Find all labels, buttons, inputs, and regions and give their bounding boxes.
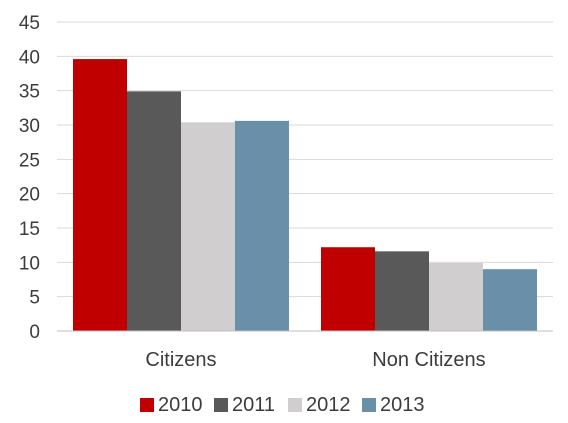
bar-2012-citizens	[181, 122, 235, 332]
bar-2010-non-citizens	[321, 247, 375, 331]
bar-2011-citizens	[127, 91, 181, 331]
legend-swatch	[288, 398, 302, 412]
y-tick-label: 5	[29, 288, 40, 309]
legend-swatch	[140, 398, 154, 412]
legend: 2010 2011 2012 2013	[140, 394, 425, 416]
y-tick-label: 25	[19, 150, 40, 171]
y-axis-tick-labels: 0 5 10 15 20 25 30 35 40 45	[19, 13, 40, 343]
legend-label: 2013	[380, 394, 425, 416]
bar-2013-citizens	[235, 120, 289, 331]
bar-2013-non-citizens	[483, 269, 537, 331]
y-tick-label: 45	[19, 13, 40, 34]
y-tick-label: 40	[19, 47, 40, 68]
legend-label: 2010	[158, 394, 203, 416]
y-tick-label: 35	[19, 82, 40, 103]
category-labels: Citizens Non Citizens	[145, 349, 485, 371]
y-tick-label: 15	[19, 219, 40, 240]
bar-2012-non-citizens	[429, 263, 483, 331]
bar-2010-citizens	[73, 59, 127, 332]
y-tick-label: 30	[19, 116, 40, 137]
legend-label: 2012	[306, 394, 351, 416]
bar-2011-non-citizens	[375, 251, 429, 331]
y-tick-label: 0	[29, 322, 40, 343]
legend-swatch	[362, 398, 376, 412]
category-label: Non Citizens	[372, 349, 485, 371]
legend-label: 2011	[232, 394, 275, 416]
y-tick-label: 10	[19, 253, 40, 274]
y-tick-label: 20	[19, 185, 40, 206]
category-label: Citizens	[145, 349, 216, 371]
legend-swatch	[214, 398, 228, 412]
bars	[73, 59, 537, 332]
